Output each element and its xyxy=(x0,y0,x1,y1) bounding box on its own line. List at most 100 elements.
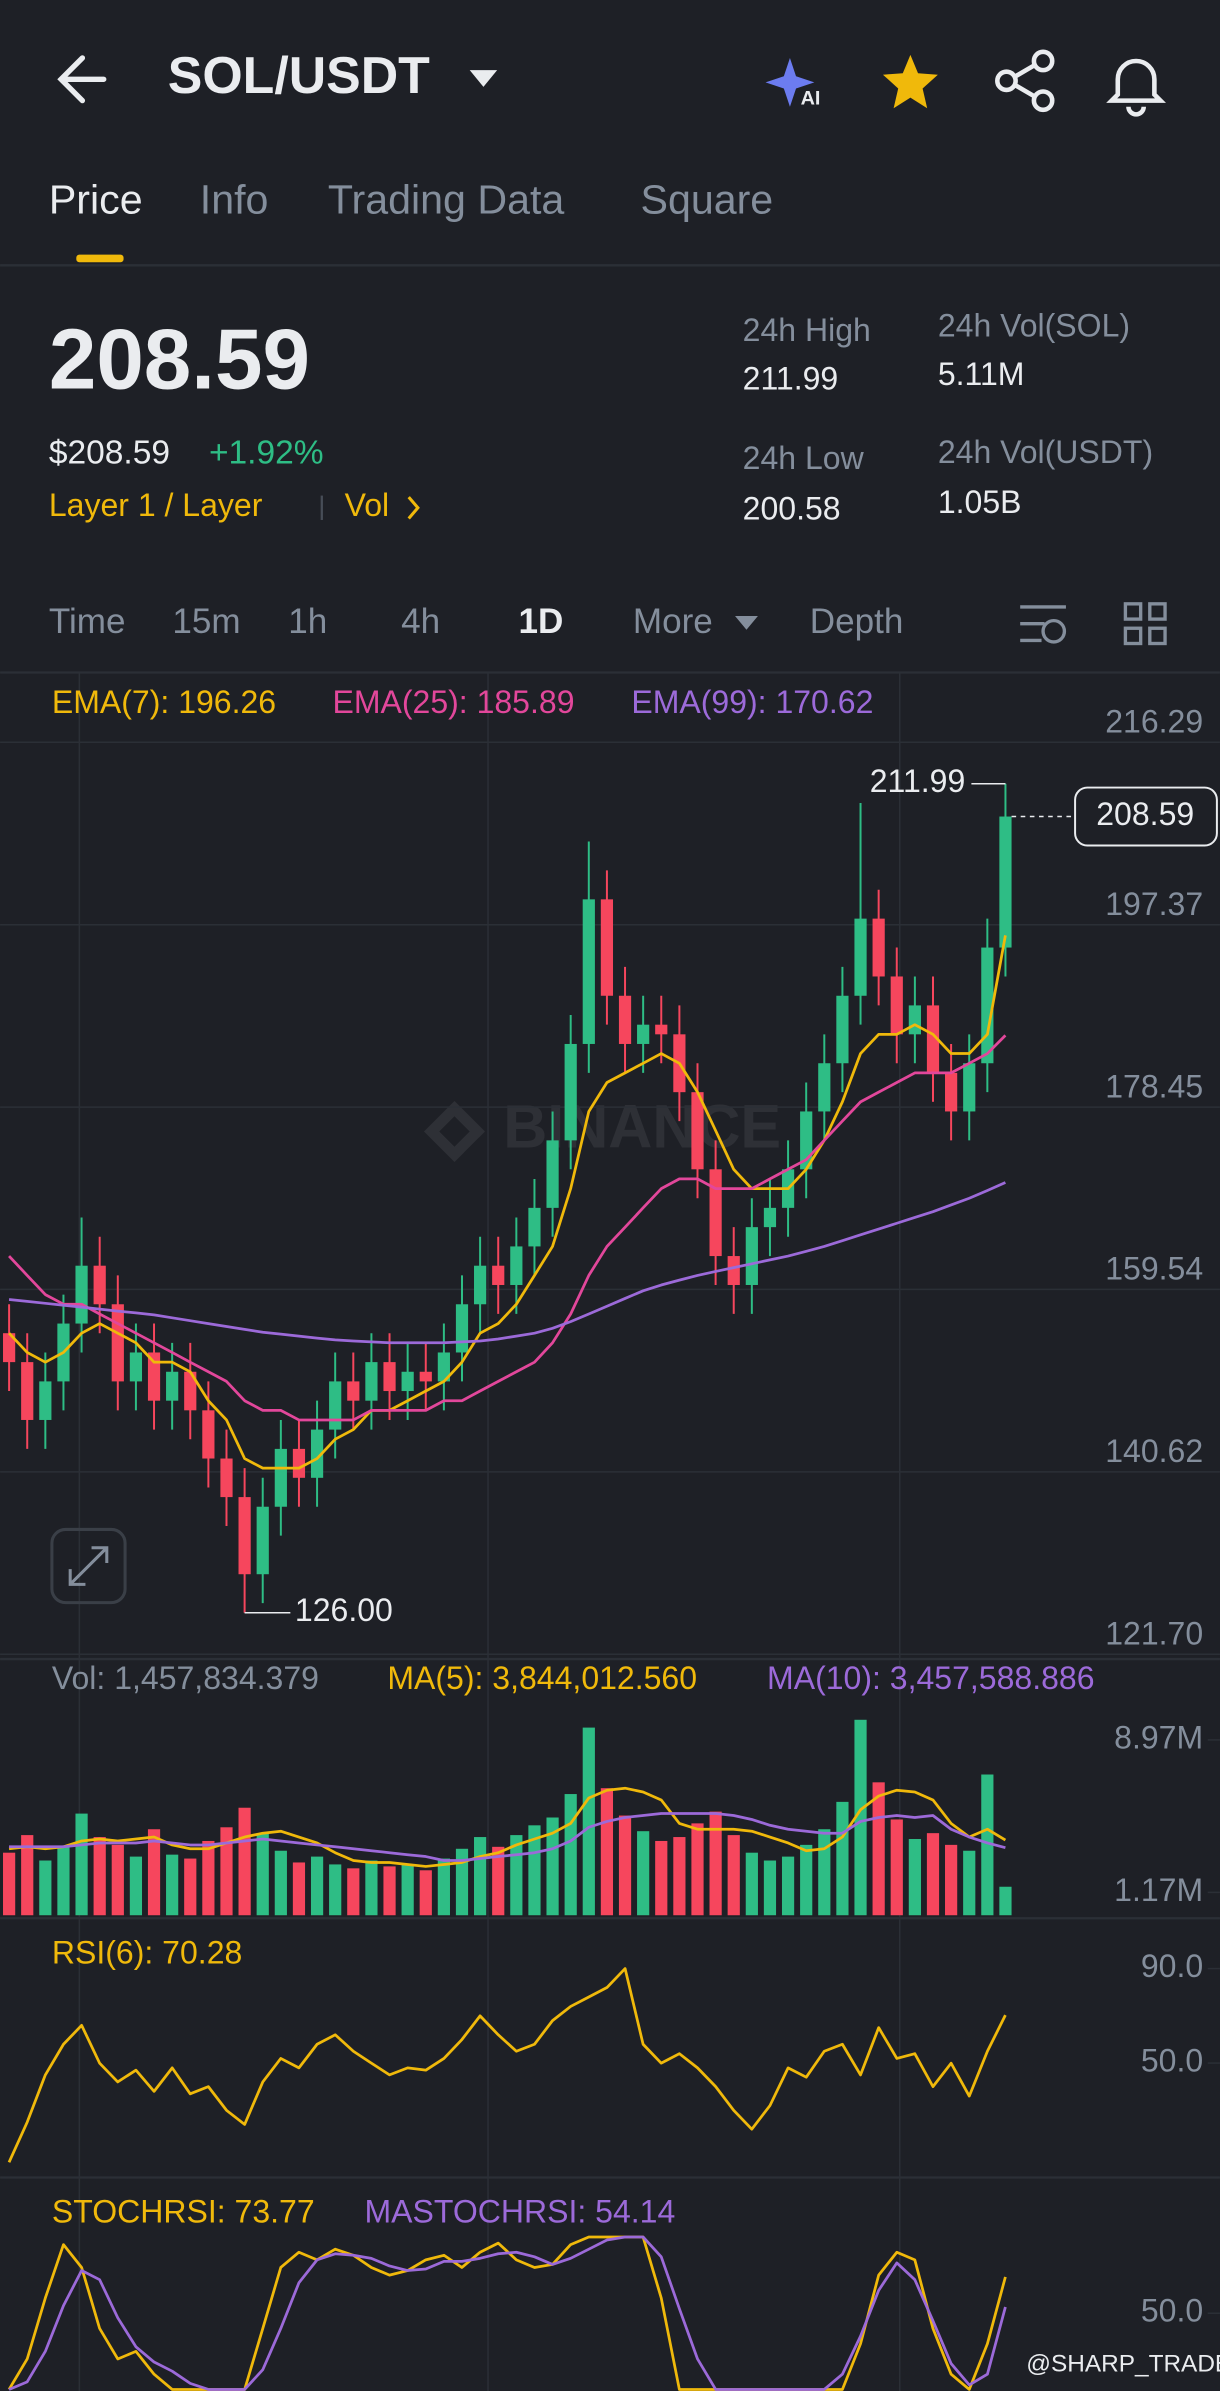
legend-entry: MASTOCHRSI: 54.14 xyxy=(364,2194,675,2230)
candle-body xyxy=(202,1410,215,1459)
volume-bar xyxy=(474,1837,487,1916)
pair-dropdown[interactable] xyxy=(469,70,498,87)
volume-bar xyxy=(75,1813,88,1916)
candle-body xyxy=(75,1265,88,1324)
candle-body xyxy=(510,1246,523,1285)
indicator-line xyxy=(8,1181,1006,1345)
volume-bar xyxy=(600,1788,614,1916)
candle-body xyxy=(528,1207,541,1247)
volume-bar xyxy=(890,1819,903,1916)
y-tick-label: 8.97M xyxy=(1114,1719,1203,1755)
candle-body xyxy=(745,1227,758,1285)
timeframe-active[interactable]: 1D xyxy=(519,602,564,641)
volume-bar xyxy=(147,1829,161,1916)
timeframe[interactable]: 1h xyxy=(288,602,327,641)
legend-entry: EMA(25): 185.89 xyxy=(332,684,574,720)
usd-price: $208.59 xyxy=(49,434,170,471)
legend-entry: MA(10): 3,457,588.886 xyxy=(767,1660,1094,1696)
candle-body xyxy=(854,918,867,996)
stat-value: 5.11M xyxy=(938,356,1025,392)
volume-bar xyxy=(492,1846,505,1916)
volume-bar xyxy=(981,1774,994,1916)
legend-entry: MA(5): 3,844,012.560 xyxy=(387,1660,697,1696)
volume-bar xyxy=(274,1850,287,1916)
alert-bell[interactable] xyxy=(1106,58,1167,117)
tab[interactable]: Square xyxy=(640,177,773,223)
pair-title[interactable]: SOL/USDT xyxy=(168,46,430,104)
tab[interactable]: Info xyxy=(200,177,269,223)
candle-body xyxy=(329,1381,342,1430)
volume-bar xyxy=(637,1831,650,1916)
y-tick-label: 159.54 xyxy=(1105,1251,1203,1287)
y-tick-label: 121.70 xyxy=(1105,1615,1203,1651)
stat-label: 24h Vol(USDT) xyxy=(938,434,1153,470)
timeframe[interactable]: Time xyxy=(49,602,126,641)
volume-bar xyxy=(401,1864,414,1916)
candle-body xyxy=(582,899,595,1044)
candle-body xyxy=(474,1265,487,1305)
candle-body xyxy=(926,1005,940,1073)
volume-bar xyxy=(383,1866,396,1916)
stat-label: 24h Vol(SOL) xyxy=(938,307,1130,343)
layout-toggle[interactable] xyxy=(1123,602,1167,646)
timeframe-more[interactable]: More xyxy=(633,602,713,641)
volume-bar xyxy=(57,1846,70,1916)
volume-bar xyxy=(437,1858,450,1916)
indicator-line xyxy=(8,2235,1007,2391)
timeframe[interactable]: Depth xyxy=(810,602,904,641)
candle-body xyxy=(292,1448,306,1478)
volume-bar xyxy=(999,1886,1012,1916)
stat-value: 211.99 xyxy=(743,361,839,397)
indicator-line xyxy=(7,2235,1007,2391)
volume-bar xyxy=(781,1856,795,1916)
y-tick-label: 178.45 xyxy=(1105,1068,1203,1104)
tab-active[interactable]: Price xyxy=(49,177,143,223)
volume-bar xyxy=(582,1727,595,1916)
volume-bar xyxy=(872,1782,885,1916)
candle-body xyxy=(401,1371,414,1392)
tab[interactable]: Trading Data xyxy=(328,177,564,223)
volume-bar xyxy=(673,1837,686,1916)
candle-body xyxy=(981,947,994,1064)
indicator-settings[interactable] xyxy=(1020,605,1067,644)
candle-body xyxy=(147,1352,161,1401)
candle-body xyxy=(890,976,903,1035)
y-tick-label: 140.62 xyxy=(1105,1433,1203,1469)
candle-body xyxy=(437,1352,450,1382)
candle-body xyxy=(564,1043,577,1141)
candle-body xyxy=(93,1265,106,1305)
volume-bar xyxy=(184,1858,197,1916)
candle-body xyxy=(238,1497,251,1575)
candle-body xyxy=(836,995,849,1064)
back-button[interactable] xyxy=(57,55,107,104)
vol-link[interactable]: Vol xyxy=(345,487,390,523)
candle-body xyxy=(129,1352,143,1382)
candle-body xyxy=(691,1092,704,1170)
volume-bar xyxy=(727,1835,740,1916)
sector-tag[interactable]: Layer 1 / Layer xyxy=(49,487,263,523)
candle-body xyxy=(365,1362,378,1401)
volume-bar xyxy=(256,1833,269,1916)
favorite-star[interactable] xyxy=(882,54,938,109)
expand-button[interactable] xyxy=(50,1527,127,1605)
candle-body xyxy=(727,1256,740,1285)
candle-body xyxy=(419,1371,432,1382)
volume-bar xyxy=(709,1811,722,1916)
volume-bar xyxy=(455,1848,469,1916)
volume-bar xyxy=(419,1870,432,1916)
indicator-line xyxy=(7,1967,1007,2163)
volume-bar xyxy=(93,1837,106,1916)
share-button[interactable] xyxy=(995,49,1055,113)
ai-button[interactable]: AI xyxy=(765,57,821,109)
candle-body xyxy=(111,1304,124,1382)
plot-area: 216.29 197.37 178.45 159.54 140.62 121.70 211.… xyxy=(0,684,1220,2329)
timeframe[interactable]: 4h xyxy=(401,602,440,641)
stochrsi-area xyxy=(7,2235,1007,2391)
candle-body xyxy=(618,995,632,1044)
volume-bar xyxy=(3,1852,16,1916)
chevron xyxy=(407,496,420,520)
timeframe[interactable]: 15m xyxy=(172,602,240,641)
candle-body xyxy=(908,1005,921,1035)
